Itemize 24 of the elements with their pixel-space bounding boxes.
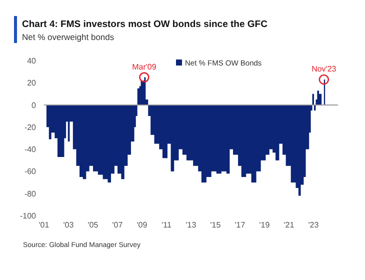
y-tick-label: -40 [24, 145, 37, 154]
x-tick-label: '07 [112, 220, 124, 230]
y-tick-label: 20 [27, 78, 37, 88]
chart-title: Chart 4: FMS investors most OW bonds since the GFC [22, 19, 268, 30]
x-tick-label: '13 [186, 220, 197, 230]
y-tick-label: 0 [32, 100, 37, 110]
chart-subtitle: Net % overweight bonds [22, 32, 114, 42]
x-tick-label: '23 [308, 220, 320, 230]
y-tick-label: -60 [24, 167, 37, 176]
x-tick-label: '19 [259, 220, 270, 230]
y-tick-label: -80 [24, 189, 37, 198]
annotation: Mar'09 [132, 62, 157, 72]
x-tick-label: '21 [284, 220, 295, 230]
y-tick-label: -100 [20, 212, 37, 220]
annotation: Nov'23 [312, 64, 337, 74]
x-tick-label: '09 [136, 220, 148, 230]
x-tick-label: '05 [88, 220, 99, 230]
x-tick-label: '11 [162, 220, 172, 230]
x-tick-label: '01 [38, 220, 50, 230]
x-tick-label: '17 [234, 220, 246, 230]
y-tick-label: 40 [27, 56, 37, 66]
x-tick-label: '15 [210, 220, 222, 230]
x-tick-label: '03 [63, 220, 74, 230]
y-tick-label: -20 [24, 122, 37, 132]
